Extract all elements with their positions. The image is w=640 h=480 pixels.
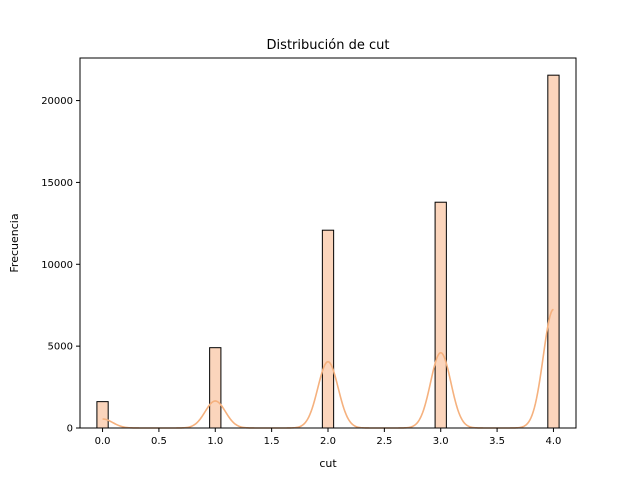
x-tick-label: 1.5 [264,436,280,447]
x-tick-label: 2.5 [376,436,392,447]
x-tick-label: 3.5 [489,436,505,447]
x-tick-label: 0.0 [95,436,111,447]
x-tick-label: 1.0 [207,436,223,447]
x-tick-label: 2.0 [320,436,336,447]
histogram-bar [321,229,335,429]
y-tick-label: 5000 [48,342,73,353]
histogram-bar [209,347,222,429]
y-tick-label: 15000 [41,178,73,189]
bars-group [96,74,560,429]
x-axis-label: cut [319,457,337,470]
y-axis: 0 5000 10000 15000 20000 [41,96,80,435]
chart-title: Distribución de cut [267,38,390,53]
y-tick-label: 20000 [41,96,73,107]
x-tick-label: 0.5 [151,436,167,447]
x-tick-label: 3.0 [433,436,449,447]
y-tick-label: 0 [67,424,73,435]
x-axis: 0.0 0.5 1.0 1.5 2.0 2.5 3.0 3.5 4.0 [95,428,562,447]
y-axis-label: Frecuencia [8,213,21,272]
x-tick-label: 4.0 [546,436,562,447]
histogram-bar [434,201,447,429]
y-tick-label: 10000 [41,260,73,271]
histogram-bar [96,401,109,429]
histogram-bar [547,74,560,429]
